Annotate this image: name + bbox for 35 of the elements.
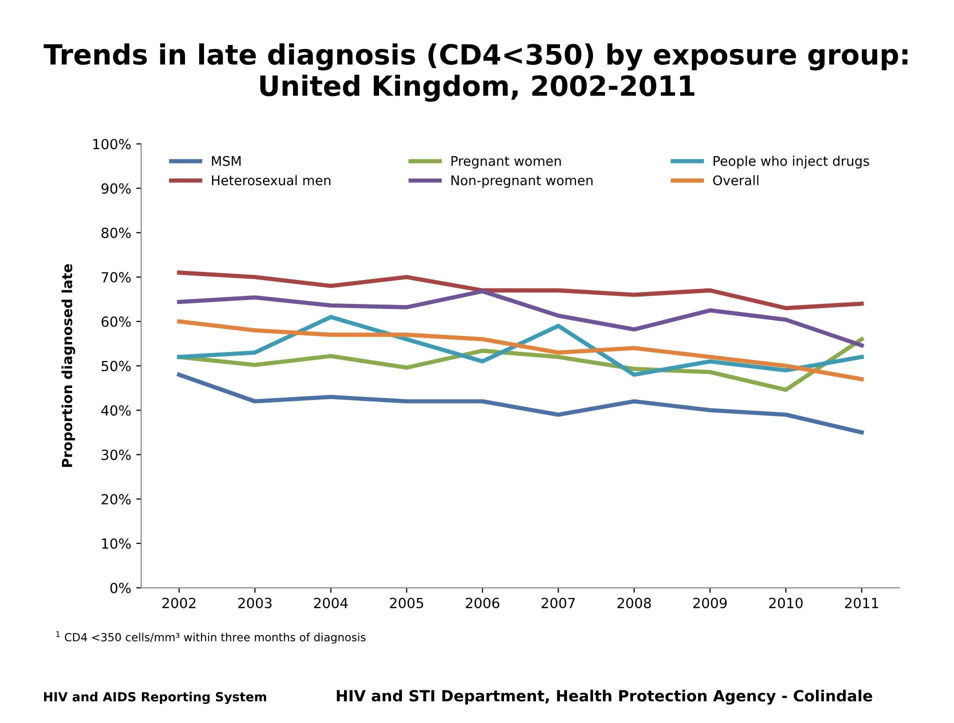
legend-label: MSM <box>212 156 241 166</box>
y-tick-label: 10% <box>102 538 131 549</box>
y-tick-label: 90% <box>101 183 131 194</box>
y-tick-label: 0% <box>110 582 131 594</box>
legend-label: People who inject drugs <box>714 156 870 169</box>
text: $^{1}$ CD4 <350 cells/mm³ within three months of diagnosis <box>56 631 366 644</box>
y-tick-label: 20% <box>102 494 131 504</box>
x-tick-label: 2004 <box>314 598 348 608</box>
legend-label: Heterosexual men <box>212 175 330 186</box>
text: HIV and AIDS Reporting System <box>44 692 266 704</box>
x-tick-label: 2009 <box>693 598 727 608</box>
y-tick-label: 30% <box>102 450 131 460</box>
chart-title: Trends in late diagnosis (CD4<350) by exposure group: United Kingdom, 2002-2011 <box>44 43 908 102</box>
legend-label: Overall <box>713 175 758 186</box>
y-tick-label: 60% <box>102 316 131 327</box>
x-tick-label: 2005 <box>390 598 424 608</box>
y-tick-label: 100% <box>93 138 131 150</box>
x-tick-label: 2002 <box>162 598 196 608</box>
line-series <box>177 270 864 310</box>
text: HIV and STI Department, Health Protection Agency - Colindale <box>336 690 872 705</box>
x-tick-label: 2010 <box>769 598 803 608</box>
line-series <box>177 289 864 348</box>
line-series <box>177 372 864 435</box>
y-tick-label: 70% <box>102 272 131 283</box>
y-tick-label: 50% <box>102 360 131 372</box>
legend-label: Non-pregnant women <box>452 176 593 188</box>
y-tick-label: 80% <box>102 228 131 238</box>
x-tick-label: 2008 <box>618 598 651 608</box>
x-tick-label: 2011 <box>845 598 878 608</box>
x-tick-label: 2006 <box>466 598 500 608</box>
x-tick-label: 2007 <box>542 598 575 608</box>
legend-label: Pregnant women <box>452 156 561 169</box>
y-tick-label: 40% <box>101 405 131 416</box>
y-axis-title: Proportion diagnosed late <box>62 264 76 467</box>
x-tick-label: 2003 <box>238 598 272 608</box>
